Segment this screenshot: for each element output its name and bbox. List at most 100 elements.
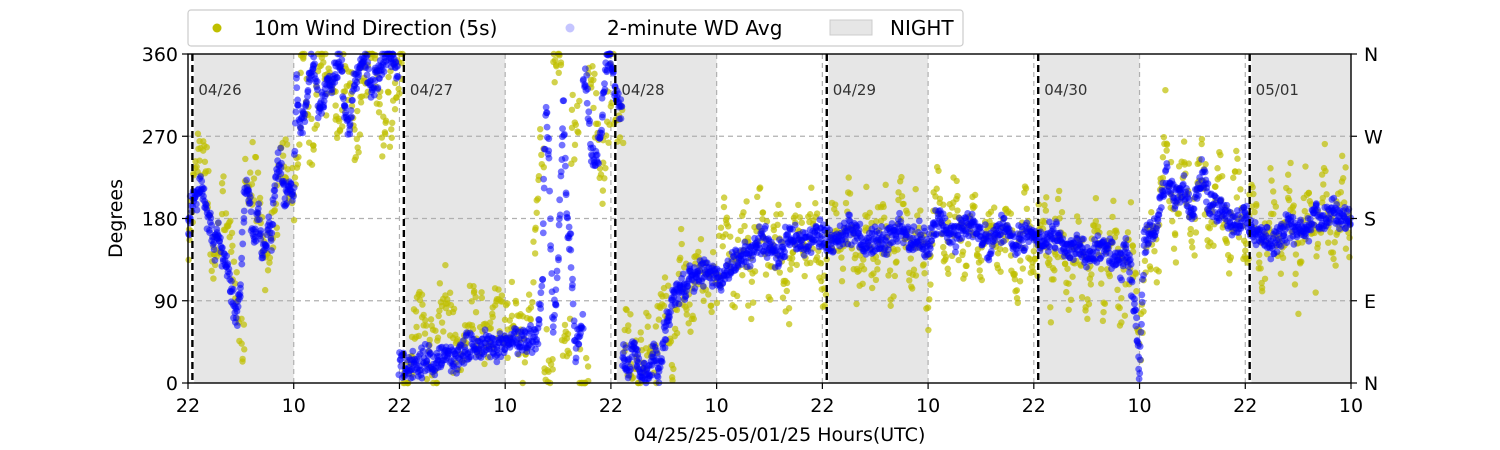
data-point: [556, 211, 564, 219]
data-point: [572, 121, 580, 128]
data-point: [540, 175, 548, 183]
data-point: [233, 269, 240, 276]
data-point: [874, 266, 881, 273]
data-point: [589, 63, 596, 70]
data-point: [926, 242, 934, 250]
data-point: [1136, 343, 1144, 350]
data-point: [759, 209, 767, 216]
data-point: [812, 200, 819, 207]
data-point: [242, 155, 249, 163]
data-point: [1238, 222, 1246, 230]
data-point: [1249, 184, 1256, 191]
data-point: [774, 221, 781, 229]
data-point: [614, 90, 622, 98]
data-point: [893, 258, 900, 265]
data-point: [472, 293, 479, 301]
data-point: [571, 141, 579, 149]
data-point: [705, 291, 712, 298]
data-point: [767, 296, 774, 303]
data-point: [193, 206, 201, 214]
data-point: [912, 272, 920, 279]
data-point: [660, 302, 668, 310]
data-point: [1131, 295, 1138, 303]
data-point: [839, 240, 847, 248]
data-point: [1202, 161, 1209, 168]
data-point: [745, 302, 752, 309]
data-point: [665, 282, 672, 289]
data-point: [667, 338, 675, 345]
data-point: [598, 129, 606, 137]
data-point: [618, 103, 626, 110]
data-point: [921, 270, 928, 277]
data-point: [724, 223, 732, 230]
data-point: [1217, 151, 1224, 159]
data-point: [1327, 215, 1335, 223]
data-point: [470, 283, 477, 290]
data-point: [1263, 224, 1271, 231]
data-point: [549, 356, 556, 363]
data-point: [1286, 187, 1293, 195]
data-point: [236, 290, 244, 298]
data-point: [707, 302, 715, 309]
day-marker-label: 05/01: [1256, 81, 1299, 99]
data-point: [599, 187, 607, 194]
data-point: [1088, 271, 1095, 278]
legend-label-wd-avg: 2-minute WD Avg: [607, 16, 782, 40]
data-point: [1342, 164, 1349, 171]
x-tick-label: 22: [387, 395, 411, 417]
data-point: [673, 306, 681, 314]
data-point: [579, 325, 587, 332]
data-point: [674, 295, 682, 303]
data-point: [238, 340, 245, 347]
data-point: [1340, 199, 1348, 206]
data-point: [971, 191, 979, 199]
data-point: [783, 287, 790, 295]
data-point: [1272, 203, 1280, 210]
data-point: [1297, 216, 1305, 224]
data-point: [192, 200, 200, 208]
data-point: [880, 203, 887, 211]
data-point: [240, 321, 248, 328]
data-point: [338, 68, 346, 75]
data-point: [196, 157, 203, 164]
data-point: [574, 102, 581, 110]
data-point: [555, 221, 563, 229]
data-point: [1118, 276, 1125, 284]
data-point: [1155, 211, 1163, 219]
data-point: [945, 270, 952, 277]
data-point: [818, 232, 826, 239]
data-point: [426, 336, 433, 344]
right-tick-label: N: [1364, 44, 1378, 66]
data-point: [666, 321, 673, 329]
data-point: [590, 76, 597, 84]
data-point: [955, 256, 962, 264]
data-point: [346, 120, 354, 128]
data-point: [798, 219, 806, 226]
data-point: [413, 323, 420, 331]
data-point: [282, 136, 289, 143]
data-point: [380, 68, 388, 75]
night-shading: [194, 54, 1351, 383]
data-point: [1242, 247, 1249, 254]
data-point: [1307, 226, 1315, 234]
data-point: [225, 265, 233, 273]
data-point: [796, 214, 804, 221]
data-point: [743, 198, 750, 205]
data-point: [775, 260, 783, 268]
data-point: [1163, 160, 1171, 167]
data-point: [1261, 275, 1269, 282]
data-point: [1109, 238, 1116, 246]
data-point: [1292, 270, 1299, 278]
data-point: [559, 125, 566, 132]
data-point: [570, 317, 578, 325]
data-point: [533, 209, 540, 216]
data-point: [676, 256, 683, 264]
data-point: [1195, 192, 1202, 199]
data-point: [553, 274, 561, 282]
data-point: [339, 123, 346, 130]
data-point: [283, 141, 291, 148]
data-point: [567, 230, 575, 238]
data-point: [598, 94, 606, 102]
data-point: [912, 185, 919, 193]
data-point: [1312, 289, 1319, 296]
